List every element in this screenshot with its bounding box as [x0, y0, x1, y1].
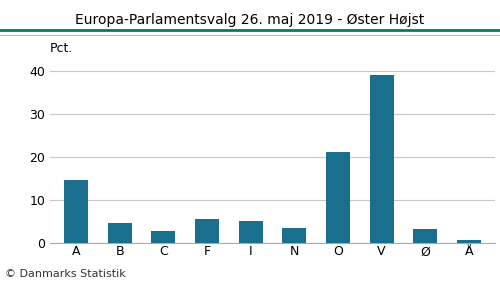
Bar: [457, 240, 481, 243]
Bar: [195, 219, 219, 243]
Bar: [370, 75, 394, 243]
Bar: [282, 228, 306, 243]
Bar: [238, 221, 262, 243]
Text: Europa-Parlamentsvalg 26. maj 2019 - Øster Højst: Europa-Parlamentsvalg 26. maj 2019 - Øst…: [76, 13, 424, 27]
Bar: [108, 223, 132, 243]
Bar: [152, 231, 176, 243]
Bar: [64, 180, 88, 243]
Text: Pct.: Pct.: [50, 42, 74, 55]
Bar: [413, 229, 437, 243]
Bar: [326, 152, 350, 243]
Text: © Danmarks Statistik: © Danmarks Statistik: [5, 269, 126, 279]
